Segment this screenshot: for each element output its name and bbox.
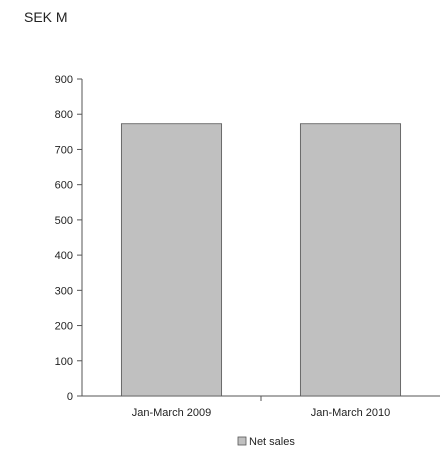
x-category-label: Jan-March 2009 — [132, 407, 212, 419]
x-axis: Jan-March 2009 Jan-March 2010 — [77, 395, 440, 419]
y-tick-label: 700 — [55, 144, 73, 156]
legend-swatch-net-sales — [237, 436, 247, 446]
y-tick-label: 0 — [67, 391, 73, 403]
y-tick-label: 400 — [55, 250, 73, 262]
legend-label-net-sales: Net sales — [249, 436, 295, 448]
x-category-label: Jan-March 2010 — [311, 407, 391, 419]
y-tick-label: 500 — [55, 215, 73, 227]
bars — [120, 123, 402, 397]
y-tick-label: 300 — [55, 285, 73, 297]
bar-2 — [299, 123, 402, 397]
y-tick-label: 600 — [55, 180, 73, 192]
y-tick-label: 800 — [55, 109, 73, 121]
legend: Net sales — [237, 436, 295, 448]
unit-label: SEK M — [24, 9, 68, 25]
y-axis: 0 100 200 300 400 500 600 700 800 900 — [55, 74, 83, 403]
y-tick-label: 900 — [55, 74, 73, 86]
y-tick-label: 200 — [55, 321, 73, 333]
bar-1 — [120, 123, 223, 397]
y-tick-label: 100 — [55, 356, 73, 368]
